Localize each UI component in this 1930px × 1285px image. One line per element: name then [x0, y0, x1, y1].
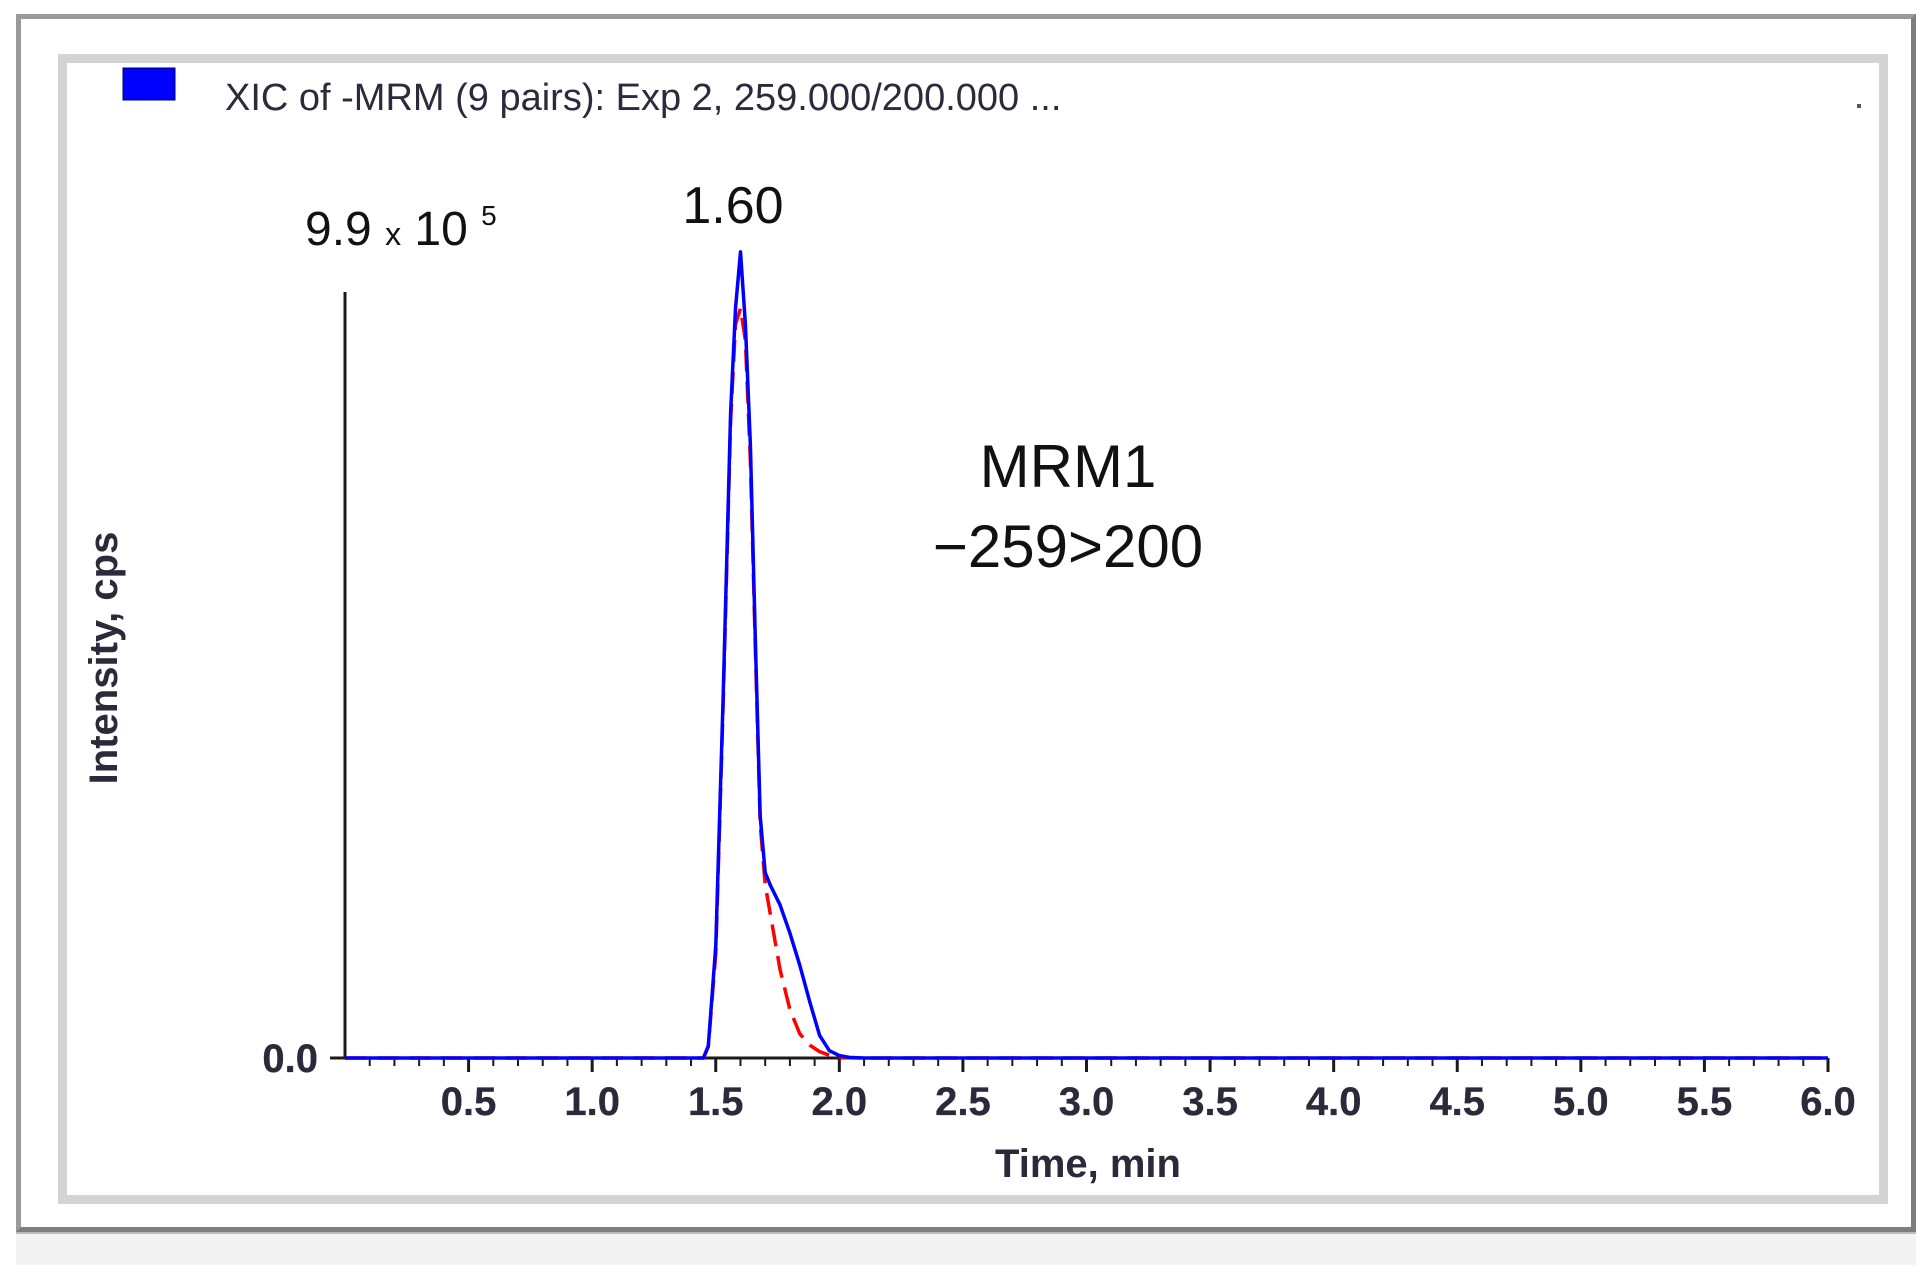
x-axis-ticks — [368, 1058, 1830, 1072]
x-tick-label: 1.0 — [564, 1080, 620, 1124]
legend-label: XIC of -MRM (9 pairs): Exp 2, 259.000/20… — [225, 77, 1061, 119]
peak-retention-label: 1.60 — [682, 177, 783, 235]
max-intensity-label: 9.9 x 10 5 — [305, 200, 497, 256]
max-intensity-times: x — [385, 216, 401, 252]
series-line-red — [345, 306, 1828, 1060]
mrm-label-line2: −259>200 — [933, 513, 1203, 580]
legend-swatch — [122, 67, 176, 101]
x-tick-label: 3.5 — [1182, 1080, 1238, 1124]
x-tick-label: 2.0 — [812, 1080, 868, 1124]
x-tick-label: 5.5 — [1677, 1080, 1733, 1124]
x-axis-tick-labels: 0.5 1.0 1.5 2.0 2.5 3.0 3.5 4.0 4.5 5.0 5.5 6.0 — [441, 1080, 1856, 1124]
mrm-label-line1: MRM1 — [980, 433, 1157, 500]
x-tick-label: 0.5 — [441, 1080, 497, 1124]
status-strip — [16, 1232, 1916, 1265]
x-axis-title: Time, min — [995, 1142, 1181, 1186]
x-tick-label: 2.5 — [935, 1080, 991, 1124]
y-tick-label-zero: 0.0 — [262, 1037, 318, 1081]
max-intensity-exponent: 5 — [481, 200, 497, 231]
max-intensity-mantissa: 9.9 — [305, 203, 372, 256]
series-line-blue — [345, 250, 1828, 1060]
legend-dot — [1857, 104, 1861, 108]
x-tick-label: 5.0 — [1553, 1080, 1609, 1124]
chart-panel — [58, 54, 1888, 1204]
x-tick-label: 4.0 — [1306, 1080, 1362, 1124]
max-intensity-base: 10 — [414, 203, 467, 256]
y-axis-title: Intensity, cps — [82, 532, 126, 785]
x-tick-label: 3.0 — [1059, 1080, 1115, 1124]
series-group — [345, 250, 1828, 1060]
x-tick-label: 4.5 — [1429, 1080, 1485, 1124]
x-tick-label: 6.0 — [1800, 1080, 1856, 1124]
x-tick-label: 1.5 — [688, 1080, 744, 1124]
